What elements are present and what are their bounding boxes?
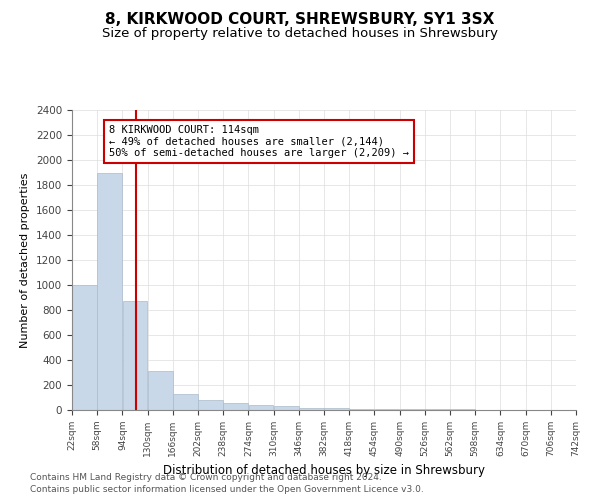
Bar (72, 285, 97, 410)
Bar (274, 406, 299, 410)
Bar (122, 301, 148, 410)
Bar (400, 409, 425, 410)
Bar (173, 394, 198, 410)
Text: Contains HM Land Registry data © Crown copyright and database right 2024.: Contains HM Land Registry data © Crown c… (30, 472, 382, 482)
Bar (223, 403, 248, 410)
Bar (324, 408, 349, 410)
X-axis label: Distribution of detached houses by size in Shrewsbury: Distribution of detached houses by size … (163, 464, 485, 477)
Bar (97, 172, 122, 410)
Bar (248, 405, 274, 410)
Bar (374, 409, 400, 410)
Text: 8, KIRKWOOD COURT, SHREWSBURY, SY1 3SX: 8, KIRKWOOD COURT, SHREWSBURY, SY1 3SX (106, 12, 494, 28)
Bar (425, 409, 450, 410)
Y-axis label: Number of detached properties: Number of detached properties (20, 172, 31, 348)
Text: 8 KIRKWOOD COURT: 114sqm
← 49% of detached houses are smaller (2,144)
50% of sem: 8 KIRKWOOD COURT: 114sqm ← 49% of detach… (109, 125, 409, 158)
Text: Contains public sector information licensed under the Open Government Licence v3: Contains public sector information licen… (30, 485, 424, 494)
Text: Size of property relative to detached houses in Shrewsbury: Size of property relative to detached ho… (102, 28, 498, 40)
Bar (198, 400, 223, 410)
Bar (148, 371, 173, 410)
Bar (299, 408, 324, 410)
Bar (349, 408, 374, 410)
